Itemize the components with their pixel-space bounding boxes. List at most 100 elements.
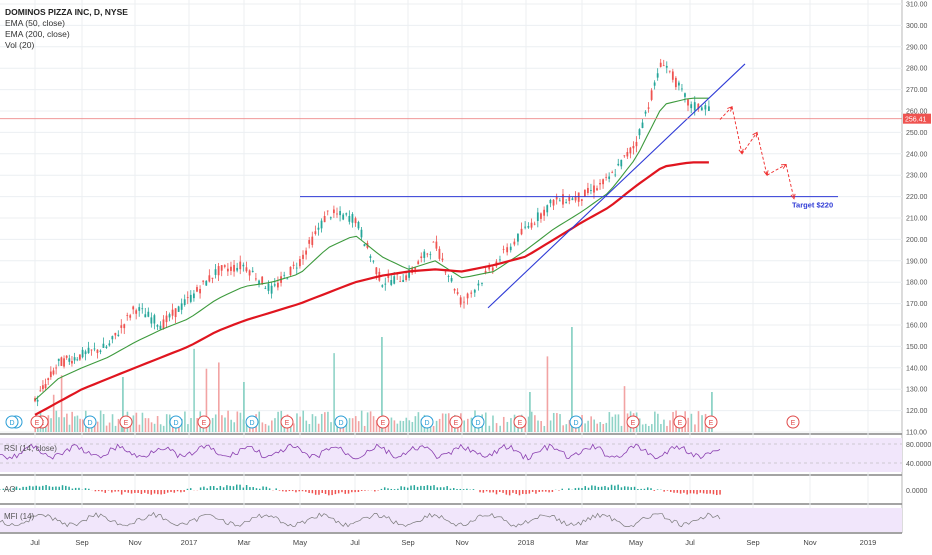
candle-body [559, 201, 561, 202]
candle-body [71, 361, 73, 363]
candle-body [242, 265, 244, 266]
volume-bar [227, 411, 229, 432]
ao-bar [410, 486, 412, 490]
ao-bar [552, 490, 554, 492]
volume-bar [296, 413, 298, 432]
ao-bar [174, 490, 176, 493]
ao-bar [631, 487, 633, 490]
ao-bar [437, 487, 439, 490]
ao-bar [483, 490, 485, 493]
ao-bar [414, 485, 416, 490]
candle-body [587, 188, 589, 193]
candle-body [199, 289, 201, 293]
volume-bar [694, 424, 696, 432]
ao-bar [506, 490, 508, 495]
ao-bar [492, 490, 494, 492]
volume-bar [587, 421, 589, 432]
ao-bar [16, 487, 18, 490]
candle-body [393, 276, 395, 283]
volume-bar [436, 421, 438, 432]
ao-bar [203, 487, 205, 490]
ao-bar [502, 490, 504, 493]
ao-bar [680, 490, 682, 494]
candle-body [333, 210, 335, 214]
ao-bar [348, 490, 350, 494]
mfi-pane-label[interactable]: MFI (14) [4, 512, 34, 521]
ao-pane-label[interactable]: AO [4, 485, 16, 494]
ao-bar [489, 490, 491, 492]
volume-bar [547, 356, 549, 432]
ao-bar [252, 487, 254, 490]
ao-bar [312, 490, 314, 493]
time-tick-label: Nov [803, 538, 817, 547]
volume-bar [648, 426, 650, 432]
ao-bar [223, 487, 225, 490]
candle-body [666, 66, 668, 68]
event-marker-label: E [124, 420, 129, 427]
candle-body [215, 269, 217, 275]
time-tick-label: Sep [401, 538, 414, 547]
candle-body [426, 254, 428, 255]
volume-bar [593, 420, 595, 432]
candle-body [308, 240, 310, 244]
candle-body [169, 314, 171, 317]
ao-bar [134, 490, 136, 493]
candle-body [457, 292, 459, 294]
volume-bar [333, 353, 335, 432]
ao-bar [65, 486, 67, 490]
candle-body [233, 265, 235, 272]
volume-bar [100, 411, 102, 432]
candle-body [94, 349, 96, 350]
ao-bar [647, 487, 649, 490]
candle-body [477, 284, 479, 286]
time-tick-label: Jul [30, 538, 40, 547]
ao-bar [440, 487, 442, 490]
price-tick-label: 210.00 [906, 216, 928, 223]
candle-body [590, 190, 592, 191]
volume-bar [196, 418, 198, 432]
candle-body [123, 324, 125, 328]
ao-bar [62, 485, 64, 490]
candle-body [620, 160, 622, 166]
ao-bar [387, 488, 389, 490]
candle-body [314, 231, 316, 234]
candle-body [230, 267, 232, 271]
volume-bar [274, 418, 276, 432]
candle-body [381, 285, 383, 287]
rsi-pane-label[interactable]: RSI (14, close) [4, 444, 57, 453]
candle-body [221, 265, 223, 271]
volume-bar [154, 424, 156, 432]
legend-volume[interactable]: Vol (20) [5, 40, 128, 51]
volume-bar [537, 421, 539, 432]
volume-bar [309, 424, 311, 432]
volume-bar [312, 414, 314, 432]
legend-ema50[interactable]: EMA (50, close) [5, 18, 128, 29]
legend-ema200[interactable]: EMA (200, close) [5, 29, 128, 40]
candle-body [339, 211, 341, 215]
volume-bar [277, 412, 279, 432]
ao-bar [604, 486, 606, 490]
ao-bar [249, 487, 251, 490]
volume-bar [230, 420, 232, 432]
volume-bar [97, 422, 99, 432]
ao-bar [644, 489, 646, 490]
ao-bar [608, 487, 610, 490]
ao-bar [58, 487, 60, 490]
time-tick-label: 2017 [181, 538, 198, 547]
volume-bar [409, 420, 411, 432]
ao-bar [259, 489, 261, 490]
volume-bar [306, 421, 308, 432]
ao-bar [423, 486, 425, 490]
last-price-label: 256.41 [905, 117, 927, 124]
ao-bar [298, 490, 300, 491]
candle-body [445, 272, 447, 273]
candle-body [390, 280, 392, 285]
ao-bar [72, 489, 74, 490]
ao-bar [617, 485, 619, 490]
candle-body [82, 350, 84, 357]
ao-bar [49, 486, 51, 490]
price-tick-label: 170.00 [906, 301, 928, 308]
candle-body [645, 112, 647, 114]
candle-body [76, 359, 78, 360]
